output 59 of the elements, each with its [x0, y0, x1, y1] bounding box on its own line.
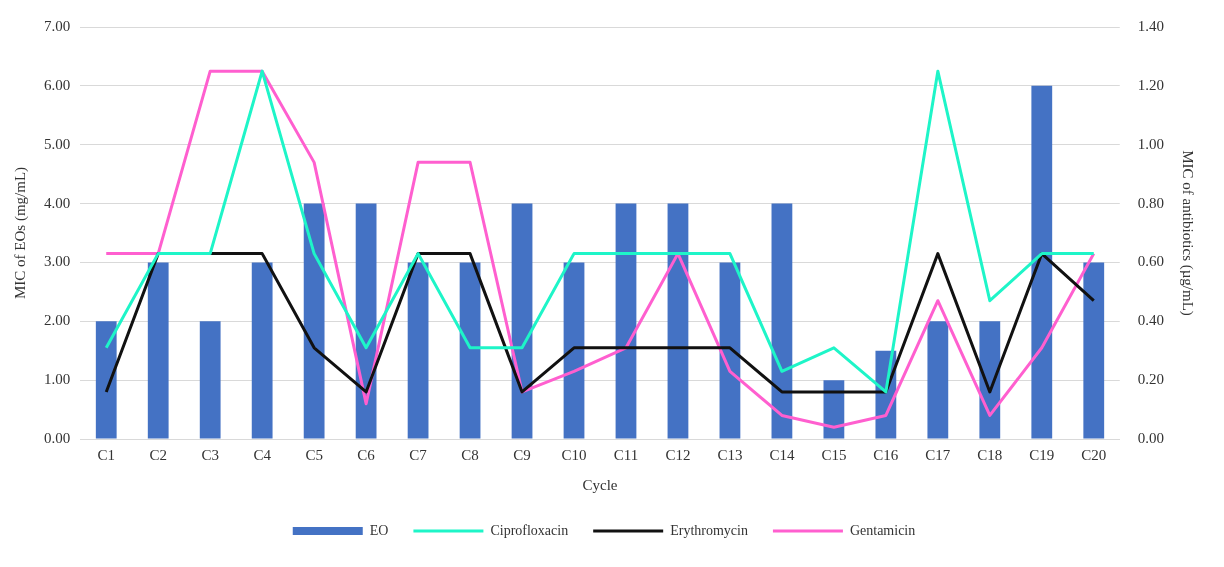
- bar: [303, 203, 325, 439]
- legend-label: Ciprofloxacin: [490, 522, 569, 538]
- y2-tick-label: 1.40: [1137, 17, 1164, 34]
- x-tick-label: C14: [769, 446, 795, 463]
- x-tick-label: C9: [513, 446, 531, 463]
- bar: [771, 203, 793, 439]
- bar: [1031, 85, 1053, 439]
- y2-tick-label: 0.20: [1137, 371, 1164, 388]
- y-tick-label: 7.00: [44, 17, 71, 34]
- y2-tick-label: 1.00: [1137, 135, 1164, 152]
- x-tick-label: C19: [1029, 446, 1055, 463]
- x-tick-label: C18: [977, 446, 1003, 463]
- bar: [199, 321, 221, 439]
- y-tick-label: 0.00: [44, 429, 71, 446]
- y2-axis-title: MIC of antibiotics (µg/mL): [1179, 150, 1197, 316]
- x-tick-label: C1: [97, 446, 115, 463]
- x-axis-title: Cycle: [582, 476, 618, 493]
- y-tick-label: 2.00: [44, 312, 71, 329]
- bar: [95, 321, 117, 439]
- y-tick-label: 5.00: [44, 135, 71, 152]
- x-tick-label: C7: [409, 446, 428, 463]
- x-tick-label: C6: [357, 446, 376, 463]
- bar: [355, 203, 377, 439]
- bar: [719, 262, 741, 439]
- y-tick-label: 4.00: [44, 194, 71, 211]
- x-tick-label: C2: [149, 446, 167, 463]
- x-tick-label: C8: [461, 446, 479, 463]
- bar: [147, 262, 169, 439]
- y2-tick-label: 0.80: [1137, 194, 1164, 211]
- x-tick-label: C13: [717, 446, 743, 463]
- bar: [459, 262, 481, 439]
- bar: [563, 262, 585, 439]
- bar: [1083, 262, 1105, 439]
- bar: [615, 203, 637, 439]
- x-tick-label: C20: [1081, 446, 1107, 463]
- y2-tick-label: 0.60: [1137, 253, 1164, 270]
- y-axis-title: MIC of EOs (mg/mL): [11, 166, 29, 300]
- y2-tick-label: 1.20: [1137, 76, 1164, 93]
- x-tick-label: C5: [305, 446, 323, 463]
- legend-label: Erythromycin: [670, 522, 748, 538]
- bar: [927, 321, 949, 439]
- x-tick-label: C11: [613, 446, 639, 463]
- y2-tick-label: 0.40: [1137, 312, 1164, 329]
- bar: [667, 203, 689, 439]
- bar: [407, 262, 429, 439]
- x-tick-label: C10: [561, 446, 587, 463]
- y2-tick-label: 0.00: [1137, 429, 1164, 446]
- legend-label: Gentamicin: [849, 522, 916, 538]
- x-tick-label: C16: [873, 446, 899, 463]
- x-tick-label: C15: [821, 446, 847, 463]
- x-tick-label: C4: [253, 446, 272, 463]
- x-tick-label: C3: [201, 446, 219, 463]
- y-tick-label: 1.00: [44, 371, 71, 388]
- x-tick-label: C12: [665, 446, 691, 463]
- y-tick-label: 3.00: [44, 253, 71, 270]
- bar: [251, 262, 273, 439]
- x-tick-label: C17: [925, 446, 951, 463]
- legend-label: EO: [369, 522, 389, 538]
- y-tick-label: 6.00: [44, 76, 71, 93]
